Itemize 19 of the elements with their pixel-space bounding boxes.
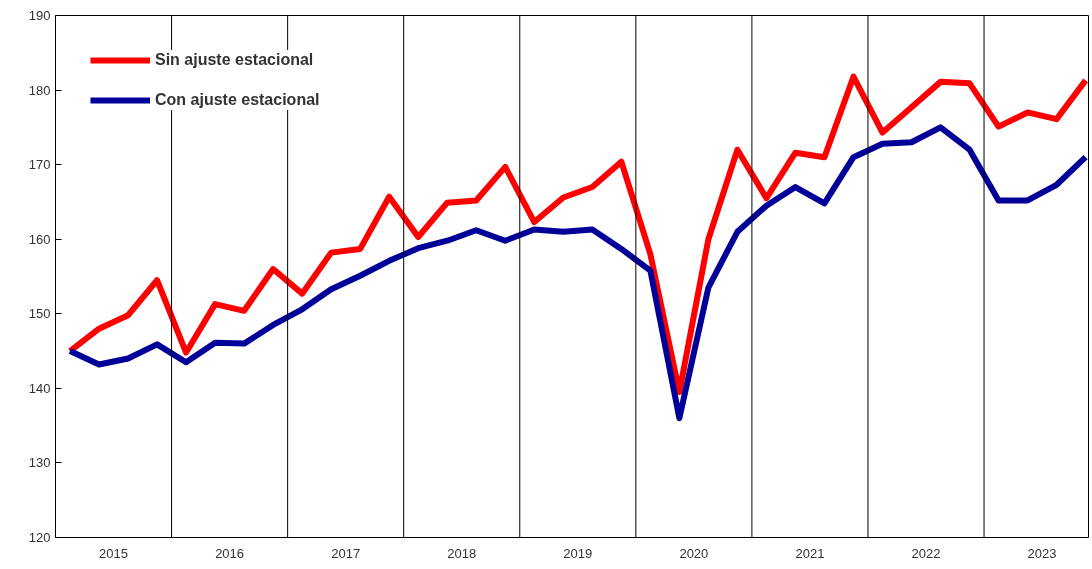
- y-tick-label: 130: [28, 455, 51, 471]
- x-tick-label: 2015: [99, 545, 128, 561]
- y-tick-label: 170: [28, 157, 51, 173]
- y-tick-label: 150: [28, 306, 51, 322]
- x-tick-label: 2020: [679, 545, 709, 561]
- x-tick-label: 2021: [795, 545, 825, 561]
- x-tick-label: 2016: [215, 545, 245, 561]
- y-tick-label: 160: [28, 231, 51, 247]
- x-tick-label: 2022: [911, 545, 941, 561]
- y-tick-label: 140: [28, 380, 51, 396]
- x-tick-label: 2018: [447, 545, 477, 561]
- y-tick-label: 190: [28, 8, 51, 23]
- legend-label: Sin ajuste estacional: [155, 51, 314, 69]
- y-tick-label: 120: [28, 530, 51, 545]
- y-tick-label: 180: [28, 82, 51, 98]
- x-tick-label: 2017: [331, 545, 361, 561]
- x-tick-label: 2023: [1027, 545, 1057, 561]
- legend-label: Con ajuste estacional: [155, 91, 320, 109]
- x-tick-label: 2019: [563, 545, 593, 561]
